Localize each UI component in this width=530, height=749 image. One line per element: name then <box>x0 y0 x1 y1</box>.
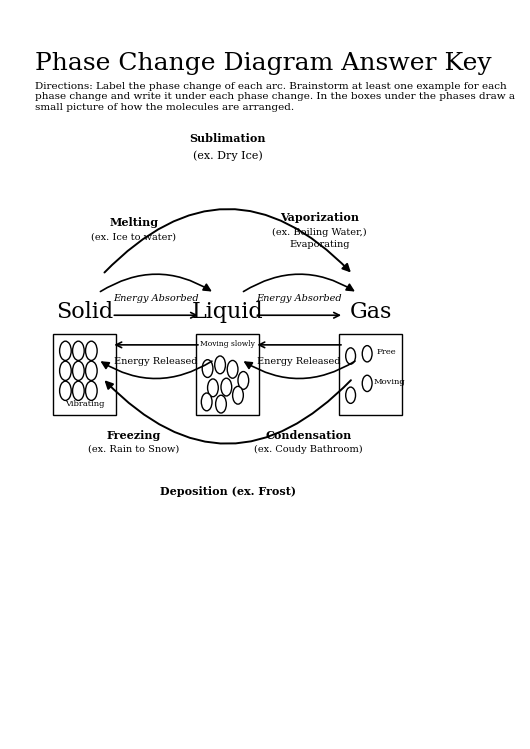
Text: Directions: Label the phase change of each arc. Brainstorm at least one example : Directions: Label the phase change of ea… <box>36 82 516 112</box>
FancyArrowPatch shape <box>106 380 351 443</box>
Circle shape <box>215 356 225 374</box>
FancyBboxPatch shape <box>54 334 116 415</box>
Circle shape <box>59 361 71 380</box>
Circle shape <box>73 381 84 401</box>
Circle shape <box>221 378 232 396</box>
Circle shape <box>227 360 238 378</box>
Circle shape <box>202 360 213 377</box>
Circle shape <box>73 342 84 360</box>
FancyArrowPatch shape <box>102 361 212 378</box>
FancyArrowPatch shape <box>245 361 355 378</box>
Circle shape <box>85 361 97 380</box>
Text: Deposition (ex. Frost): Deposition (ex. Frost) <box>160 486 296 497</box>
Circle shape <box>238 372 249 389</box>
Circle shape <box>216 395 226 413</box>
Text: Gas: Gas <box>350 300 392 323</box>
Circle shape <box>59 342 71 360</box>
FancyArrowPatch shape <box>104 209 349 273</box>
Circle shape <box>362 345 372 362</box>
Text: Freezing: Freezing <box>107 430 161 440</box>
Text: (ex. Boiling Water,): (ex. Boiling Water,) <box>272 228 367 237</box>
Circle shape <box>346 387 356 404</box>
Text: Solid: Solid <box>56 300 113 323</box>
Text: (ex. Coudy Bathroom): (ex. Coudy Bathroom) <box>254 445 363 454</box>
Circle shape <box>201 393 212 410</box>
Text: Free: Free <box>376 348 396 357</box>
FancyArrowPatch shape <box>243 274 354 291</box>
Circle shape <box>85 342 97 360</box>
Text: Energy Absorbed: Energy Absorbed <box>257 294 342 303</box>
Text: Condensation: Condensation <box>265 430 351 440</box>
FancyBboxPatch shape <box>339 334 402 415</box>
Text: Evaporating: Evaporating <box>289 240 350 249</box>
Text: Sublimation: Sublimation <box>189 133 266 145</box>
Circle shape <box>208 379 218 397</box>
Text: Melting: Melting <box>109 217 158 228</box>
Circle shape <box>59 381 71 401</box>
Text: Moving: Moving <box>374 378 405 386</box>
Text: Energy Released: Energy Released <box>258 357 341 366</box>
Circle shape <box>362 375 372 392</box>
Text: Liquid: Liquid <box>192 300 263 323</box>
Text: Vaporization: Vaporization <box>280 212 359 223</box>
Text: Phase Change Diagram Answer Key: Phase Change Diagram Answer Key <box>36 52 492 76</box>
Text: (ex. Rain to Snow): (ex. Rain to Snow) <box>88 445 180 454</box>
Text: (ex. Dry Ice): (ex. Dry Ice) <box>193 150 262 160</box>
Text: Moving slowly: Moving slowly <box>200 341 255 348</box>
FancyBboxPatch shape <box>197 334 259 415</box>
FancyArrowPatch shape <box>100 274 210 291</box>
Circle shape <box>85 381 97 401</box>
Circle shape <box>233 386 243 404</box>
Text: Energy Released: Energy Released <box>114 357 198 366</box>
Text: Energy Absorbed: Energy Absorbed <box>113 294 199 303</box>
Circle shape <box>73 361 84 380</box>
Text: (ex. Ice to water): (ex. Ice to water) <box>91 233 176 242</box>
Text: Vibrating: Vibrating <box>65 400 104 407</box>
Circle shape <box>346 348 356 364</box>
